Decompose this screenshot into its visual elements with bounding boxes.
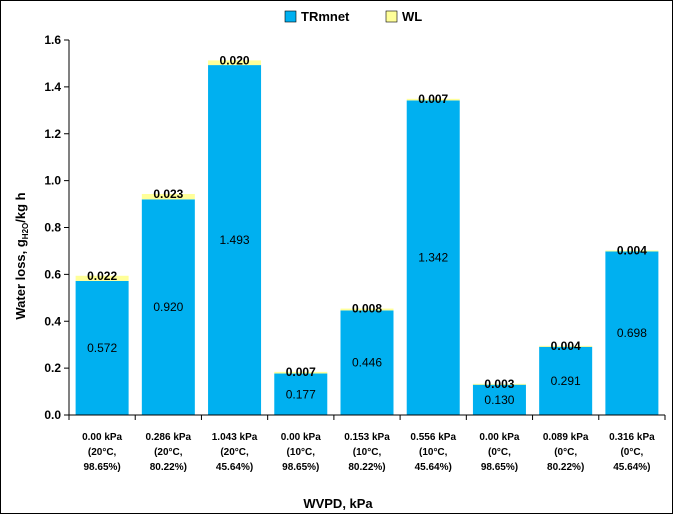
- data-label-wl: 0.020: [220, 53, 250, 67]
- data-label-wl: 0.022: [87, 269, 117, 283]
- data-label-trmnet: 1.493: [220, 233, 250, 247]
- x-category-label: (10°C,: [419, 447, 448, 458]
- data-label-trmnet: 0.920: [153, 300, 183, 314]
- x-category-label: 0.00 kPa: [82, 432, 122, 443]
- x-category-label: (0°C,: [488, 447, 511, 458]
- legend-item-trmnet-label: TRmnet: [301, 9, 350, 24]
- bar-wl: [605, 250, 659, 252]
- y-tick-label: 0.6: [44, 267, 61, 281]
- x-category-label: (0°C,: [620, 447, 643, 458]
- y-axis-title: Water loss, gH2O/kg h: [13, 192, 30, 319]
- data-label-trmnet: 0.446: [352, 356, 382, 370]
- bar-trmnet: [274, 373, 328, 415]
- x-category-label: 0.153 kPa: [344, 432, 390, 443]
- x-category-label: (20°C,: [154, 447, 183, 458]
- y-tick-label: 1.2: [44, 127, 61, 141]
- x-category-label: 0.00 kPa: [479, 432, 519, 443]
- y-tick-label: 1.0: [44, 174, 61, 188]
- y-tick-label: 1.6: [44, 33, 61, 47]
- x-category-label: (20°C,: [88, 447, 117, 458]
- bar-trmnet: [539, 346, 593, 415]
- x-category-label: 45.64%): [415, 462, 452, 473]
- x-axis: 0.00 kPa (20°C, 98.65%) 0.286 kPa (20°C, 80.2…: [68, 414, 666, 473]
- data-label-trmnet: 0.698: [617, 326, 647, 340]
- x-axis-title: WVPD, kPa: [303, 496, 373, 511]
- x-category-label: (10°C,: [287, 447, 316, 458]
- bars-layer: [75, 60, 659, 415]
- data-label-wl: 0.007: [418, 92, 448, 106]
- bar-trmnet: [605, 251, 659, 415]
- bar-wl: [274, 371, 328, 374]
- data-label-trmnet: 0.572: [87, 341, 117, 355]
- y-axis: 0.0 0.2 0.4 0.6 0.8 1.0 1.2 1.4 1.6: [44, 33, 70, 422]
- x-category-label: 0.286 kPa: [146, 432, 192, 443]
- y-tick-label: 0.2: [44, 361, 61, 375]
- bar-trmnet: [472, 384, 526, 415]
- data-label-trmnet: 0.130: [484, 393, 514, 407]
- x-category-label: 98.65%): [83, 462, 120, 473]
- bar-trmnet: [75, 280, 129, 415]
- x-category-label: 45.64%): [216, 462, 253, 473]
- legend-item-trmnet-swatch: [284, 10, 297, 23]
- bar-wl: [340, 308, 394, 311]
- x-category-label: 80.22%): [547, 462, 584, 473]
- x-category-label: 80.22%): [348, 462, 385, 473]
- data-label-wl: 0.004: [551, 339, 581, 353]
- data-label-wl: 0.003: [484, 377, 514, 391]
- x-category-label: 0.00 kPa: [281, 432, 321, 443]
- bar-wl: [539, 345, 593, 347]
- x-category-label: 0.316 kPa: [609, 432, 655, 443]
- data-label-wl: 0.007: [286, 365, 316, 379]
- data-label-wl: 0.023: [153, 187, 183, 201]
- y-tick-label: 0.8: [44, 221, 61, 235]
- y-tick-label: 0.0: [44, 408, 61, 422]
- legend-item-wl-label: WL: [402, 9, 422, 24]
- x-category-label: 45.64%): [613, 462, 650, 473]
- bar-trmnet: [406, 100, 460, 415]
- x-category-label: 0.556 kPa: [410, 432, 456, 443]
- bar-trmnet: [208, 65, 262, 415]
- data-label-wl: 0.004: [617, 243, 647, 257]
- data-label-trmnet: 0.177: [286, 387, 316, 401]
- x-category-label: (20°C,: [220, 447, 249, 458]
- bar-wl: [208, 60, 262, 66]
- x-category-label: 0.089 kPa: [543, 432, 589, 443]
- bar-wl: [472, 383, 526, 385]
- x-category-label: (0°C,: [554, 447, 577, 458]
- legend: TRmnet WL: [284, 9, 422, 24]
- x-category-label: 1.043 kPa: [212, 432, 258, 443]
- x-category-label: 98.65%): [282, 462, 319, 473]
- legend-item-wl-swatch: [385, 10, 398, 23]
- data-label-trmnet: 0.291: [551, 374, 581, 388]
- data-labels-layer: 0.572 0.022 0.920 0.023 1.493 0.020 0.177 0.007…: [87, 53, 647, 406]
- bar-wl: [141, 193, 195, 200]
- bar-wl: [75, 275, 129, 281]
- bar-trmnet: [141, 199, 195, 415]
- y-tick-label: 0.4: [44, 314, 61, 328]
- x-category-label: 98.65%): [481, 462, 518, 473]
- x-category-label: (10°C,: [353, 447, 382, 458]
- x-category-label: 80.22%): [150, 462, 187, 473]
- data-label-trmnet: 1.342: [418, 251, 448, 265]
- y-tick-label: 1.4: [44, 80, 61, 94]
- bar-wl: [406, 98, 460, 101]
- data-label-wl: 0.008: [352, 302, 382, 316]
- bar-trmnet: [340, 310, 394, 415]
